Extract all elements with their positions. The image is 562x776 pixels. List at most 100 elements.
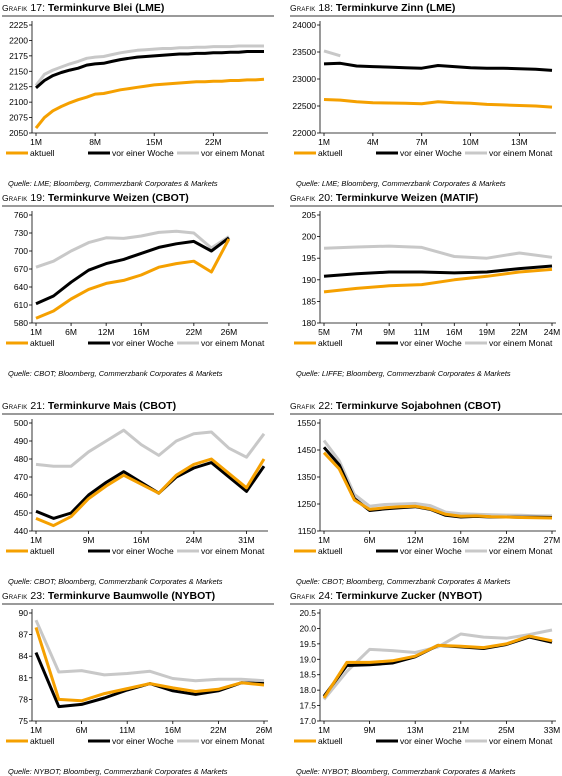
legend-label: vor einer Woche [400, 736, 462, 746]
chart-title-text: Terminkurve Blei (LME) [47, 2, 165, 14]
legend-label: vor einer Woche [400, 338, 462, 348]
chart-title-text: Terminkurve Zucker (NYBOT) [335, 590, 483, 602]
x-tick-label: 16M [133, 327, 150, 337]
y-tick-label: 2100 [9, 97, 28, 107]
chart-panel-g21: Grafik 21: Terminkurve Mais (CBOT) 440 450… [2, 400, 274, 586]
x-tick-label: 1M [318, 725, 330, 735]
y-tick-label: 87 [19, 630, 29, 640]
y-tick-label: 24000 [292, 20, 316, 30]
x-tick-label: 5M [318, 327, 330, 337]
legend-label: aktuell [318, 338, 343, 348]
series-line-monat [323, 49, 341, 58]
chart-source: Quelle: NYBOT; Bloomberg, Commerzbank Co… [296, 767, 516, 776]
x-tick-label: 22M [511, 327, 528, 337]
x-tick-label: 16M [453, 535, 470, 545]
chart-title-text: Terminkurve Weizen (MATIF) [335, 192, 479, 204]
chart-title-text: Terminkurve Sojabohnen (CBOT) [335, 400, 501, 412]
y-tick-label: 90 [19, 608, 29, 618]
y-tick-label: 200 [302, 232, 316, 242]
chart-number: 23: [27, 590, 48, 602]
x-tick-label: 7M [416, 137, 428, 147]
x-tick-label: 22M [498, 535, 515, 545]
legend-label: aktuell [30, 338, 55, 348]
chart-title-text: Terminkurve Weizen (CBOT) [47, 192, 189, 204]
legend-label: vor einem Monat [489, 148, 553, 158]
y-tick-label: 22000 [292, 128, 316, 138]
legend-label: vor einer Woche [112, 338, 174, 348]
y-tick-label: 460 [14, 490, 28, 500]
y-tick-label: 760 [14, 210, 28, 220]
x-tick-label: 11M [414, 327, 430, 337]
chart-title: Grafik 18: Terminkurve Zinn (LME) [290, 2, 455, 14]
y-tick-label: 640 [14, 282, 28, 292]
legend-label: vor einem Monat [489, 736, 553, 746]
y-tick-label: 84 [19, 651, 29, 661]
chart-panel-g20: Grafik 20: Terminkurve Weizen (MATIF) 180… [290, 192, 562, 378]
title-rule [290, 205, 562, 207]
y-tick-label: 17.0 [299, 716, 316, 726]
y-tick-label: 2225 [9, 20, 28, 30]
chart-title: Grafik 24: Terminkurve Zucker (NYBOT) [290, 590, 482, 602]
x-tick-label: 10M [462, 137, 479, 147]
y-tick-label: 1350 [297, 472, 316, 482]
chart-svg: 580 610 640 670 700 730 760 1M 6M 12M 16M 22M 26M akt… [6, 210, 268, 348]
x-tick-label: 1M [30, 137, 42, 147]
chart-title: Grafik 20: Terminkurve Weizen (MATIF) [290, 192, 478, 204]
title-rule [290, 15, 562, 17]
x-tick-label: 6M [65, 327, 77, 337]
x-tick-label: 6M [76, 725, 88, 735]
series-line-aktuell [323, 98, 553, 109]
chart-panel-g17: Grafik 17: Terminkurve Blei (LME) 2050 207… [2, 2, 274, 188]
y-tick-label: 610 [14, 300, 28, 310]
x-tick-label: 8M [89, 137, 101, 147]
chart-prefix: Grafik [2, 401, 28, 411]
y-tick-label: 700 [14, 246, 28, 256]
y-tick-label: 81 [19, 673, 29, 683]
y-tick-label: 20.0 [299, 623, 316, 633]
y-tick-label: 78 [19, 694, 29, 704]
chart-prefix: Grafik [290, 193, 316, 203]
chart-title-text: Terminkurve Zinn (LME) [335, 2, 456, 14]
y-tick-label: 1250 [297, 499, 316, 509]
series-line-woche [322, 446, 553, 519]
legend-label: vor einem Monat [201, 546, 265, 556]
x-tick-label: 31M [238, 535, 255, 545]
chart-svg: 180 185 190 195 200 205 5M 7M 9M 11M 16M 19M 22M 24M a… [294, 210, 560, 348]
y-tick-label: 450 [14, 508, 28, 518]
series-line-aktuell [34, 77, 265, 130]
chart-prefix: Grafik [2, 591, 28, 601]
legend-label: aktuell [318, 148, 343, 158]
x-tick-label: 26M [256, 725, 273, 735]
series-line-woche [323, 264, 553, 278]
y-tick-label: 185 [302, 296, 316, 306]
y-tick-label: 2125 [9, 82, 28, 92]
chart-number: 24: [315, 590, 336, 602]
x-tick-label: 1M [318, 535, 330, 545]
chart-svg: 440 450 460 470 480 490 500 1M 9M 16M 24M 31M aktuel… [6, 418, 268, 556]
title-rule [290, 603, 562, 605]
y-tick-label: 2050 [9, 128, 28, 138]
x-tick-label: 7M [351, 327, 363, 337]
chart-prefix: Grafik [2, 3, 28, 13]
y-tick-label: 2175 [9, 51, 28, 61]
series-line-woche [35, 461, 266, 520]
chart-prefix: Grafik [290, 401, 316, 411]
series-line-monat [34, 44, 264, 87]
x-tick-label: 9M [364, 725, 376, 735]
legend-label: vor einer Woche [112, 736, 174, 746]
title-rule [2, 603, 274, 605]
x-tick-label: 25M [498, 725, 515, 735]
title-rule [290, 413, 562, 415]
legend-label: aktuell [30, 736, 55, 746]
legend-label: vor einer Woche [400, 546, 462, 556]
chart-source: Quelle: CBOT; Bloomberg, Commerzbank Cor… [8, 369, 223, 378]
x-tick-label: 13M [407, 725, 424, 735]
chart-title: Grafik 17: Terminkurve Blei (LME) [2, 2, 164, 14]
x-tick-label: 16M [165, 725, 182, 735]
chart-title: Grafik 22: Terminkurve Sojabohnen (CBOT) [290, 400, 501, 412]
y-tick-label: 23000 [292, 74, 316, 84]
y-tick-label: 205 [302, 210, 316, 220]
chart-source: Quelle: NYBOT; Bloomberg, Commerzbank Co… [8, 767, 228, 776]
title-rule [2, 413, 274, 415]
chart-number: 17: [27, 2, 48, 14]
